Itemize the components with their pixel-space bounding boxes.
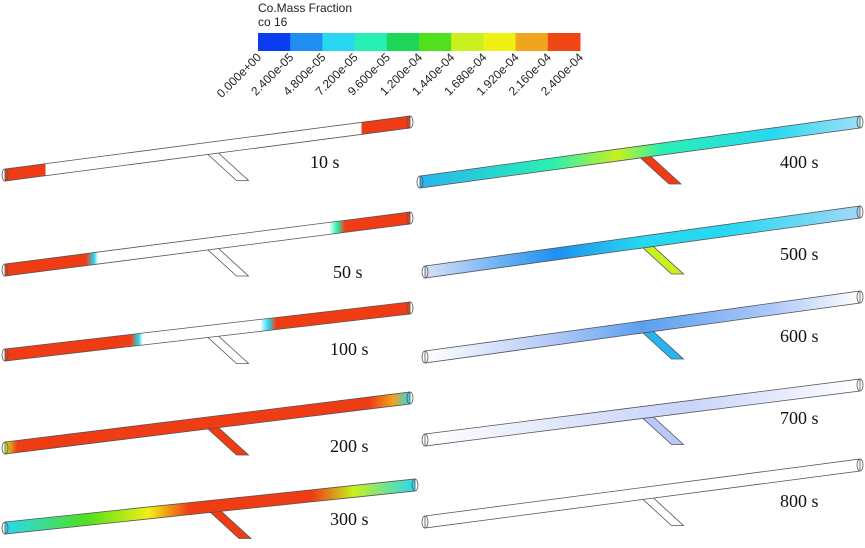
pipe-end xyxy=(411,478,419,492)
time-label: 50 s xyxy=(333,262,363,282)
time-label: 600 s xyxy=(780,326,819,346)
colorbar-swatch xyxy=(515,33,549,51)
time-label: 300 s xyxy=(330,509,369,529)
pipe-end xyxy=(406,211,414,225)
colorbar-swatch xyxy=(483,33,517,51)
pipe-end xyxy=(1,521,9,535)
colorbar-swatch xyxy=(419,33,452,51)
colorbar-swatch xyxy=(547,33,581,51)
time-label: 100 s xyxy=(330,339,369,359)
pipe-end xyxy=(416,175,424,189)
pipe-end xyxy=(421,265,429,279)
legend-title: Co.Mass Fraction xyxy=(258,1,352,15)
legend-subtitle: co 16 xyxy=(258,15,288,29)
pipe-end xyxy=(421,515,429,529)
colorbar-swatch xyxy=(258,33,291,51)
colorbar-swatch xyxy=(451,33,484,51)
pipe-end xyxy=(856,290,864,304)
pipe-end xyxy=(1,263,9,277)
pipe-end xyxy=(856,378,864,392)
colorbar-swatch xyxy=(354,33,388,51)
colorbar-swatch xyxy=(386,33,420,51)
pipe-end xyxy=(406,115,414,129)
time-label: 10 s xyxy=(310,152,340,172)
pipe-end xyxy=(856,205,864,219)
pipe-end xyxy=(421,350,429,364)
pipe-main xyxy=(424,205,861,279)
pipe-end xyxy=(856,458,864,472)
time-label: 200 s xyxy=(330,436,369,456)
pipe-end xyxy=(1,168,9,182)
time-label: 400 s xyxy=(780,152,819,172)
colorbar-swatch xyxy=(290,33,323,51)
pipe-end xyxy=(406,301,414,315)
time-label: 800 s xyxy=(780,491,819,511)
pipe-end xyxy=(856,115,864,129)
time-label: 500 s xyxy=(780,244,819,264)
pipe-end xyxy=(1,348,9,362)
time-label: 700 s xyxy=(780,408,819,428)
pipe-end xyxy=(1,441,9,455)
colorbar-swatch xyxy=(322,33,356,51)
pipe-end xyxy=(421,433,429,447)
pipe-end xyxy=(406,391,414,405)
pipe-main xyxy=(4,115,411,182)
